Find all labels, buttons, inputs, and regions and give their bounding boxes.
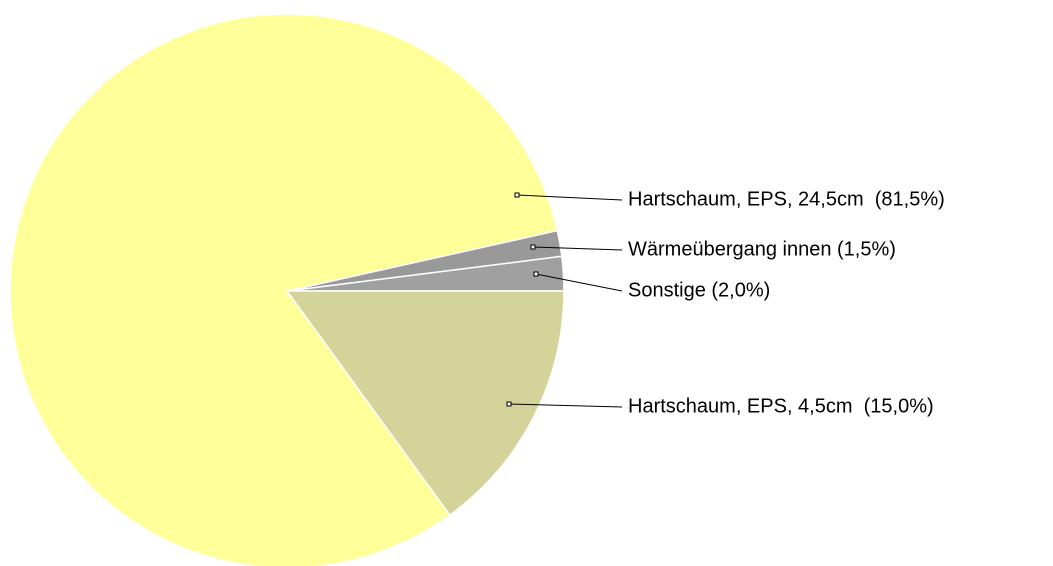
leader-line: [508, 403, 623, 408]
slice-label: Wärmeübergang innen (1,5%): [628, 238, 896, 260]
slice-label: Hartschaum, EPS, 4,5cm (15,0%): [628, 395, 934, 417]
slice-label: Sonstige (2,0%): [628, 279, 770, 301]
leader-marker: [506, 401, 512, 407]
pie-slice: [9, 13, 559, 566]
leader-marker: [533, 271, 539, 277]
leader-marker: [514, 192, 520, 198]
slice-label: Hartschaum, EPS, 24,5cm (81,5%): [628, 188, 945, 210]
leader-line: [535, 273, 623, 292]
leader-line: [532, 246, 623, 251]
pie-slice: [285, 290, 565, 517]
leader-line: [516, 194, 623, 201]
leader-marker: [530, 244, 536, 250]
